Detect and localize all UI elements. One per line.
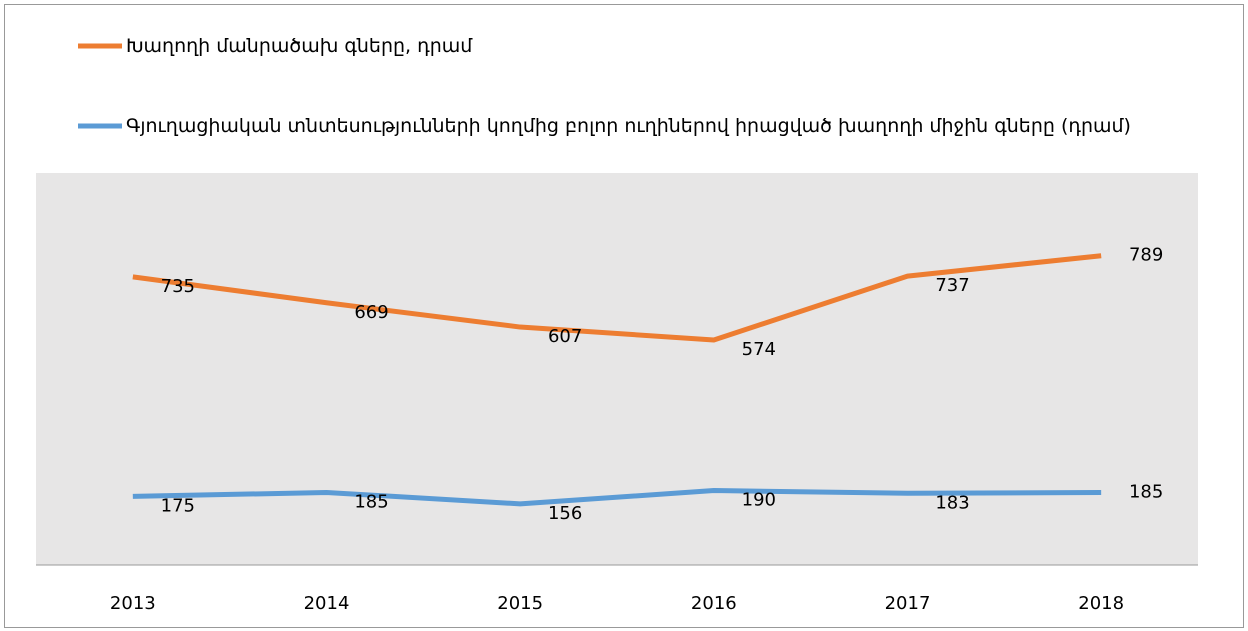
x-tick-label: 2017 [885,593,931,614]
data-label: 735 [161,276,195,297]
data-label: 185 [354,491,388,512]
x-tick-label: 2015 [497,593,543,614]
data-label: 574 [742,339,776,360]
data-label: 789 [1129,245,1163,266]
legend-label: Խաղողի մանրածախ գները, դրամ [126,35,473,57]
data-label: 607 [548,326,582,347]
plot-area [36,173,1198,565]
data-label: 669 [354,302,388,323]
line [132,253,1102,343]
data-label: 737 [935,275,969,296]
x-tick-label: 2018 [1078,593,1124,614]
x-tick-label: 2016 [691,593,737,614]
data-label: 183 [935,492,969,513]
legend-label: Գյուղացիական տնտեսությունների կողմից բոլ… [126,115,1131,137]
line [132,488,1102,507]
data-label: 156 [548,503,582,524]
x-tick-label: 2013 [110,593,156,614]
data-label: 190 [742,490,776,511]
data-label: 175 [161,495,195,516]
x-tick-label: 2014 [304,593,350,614]
data-label: 185 [1129,481,1163,502]
